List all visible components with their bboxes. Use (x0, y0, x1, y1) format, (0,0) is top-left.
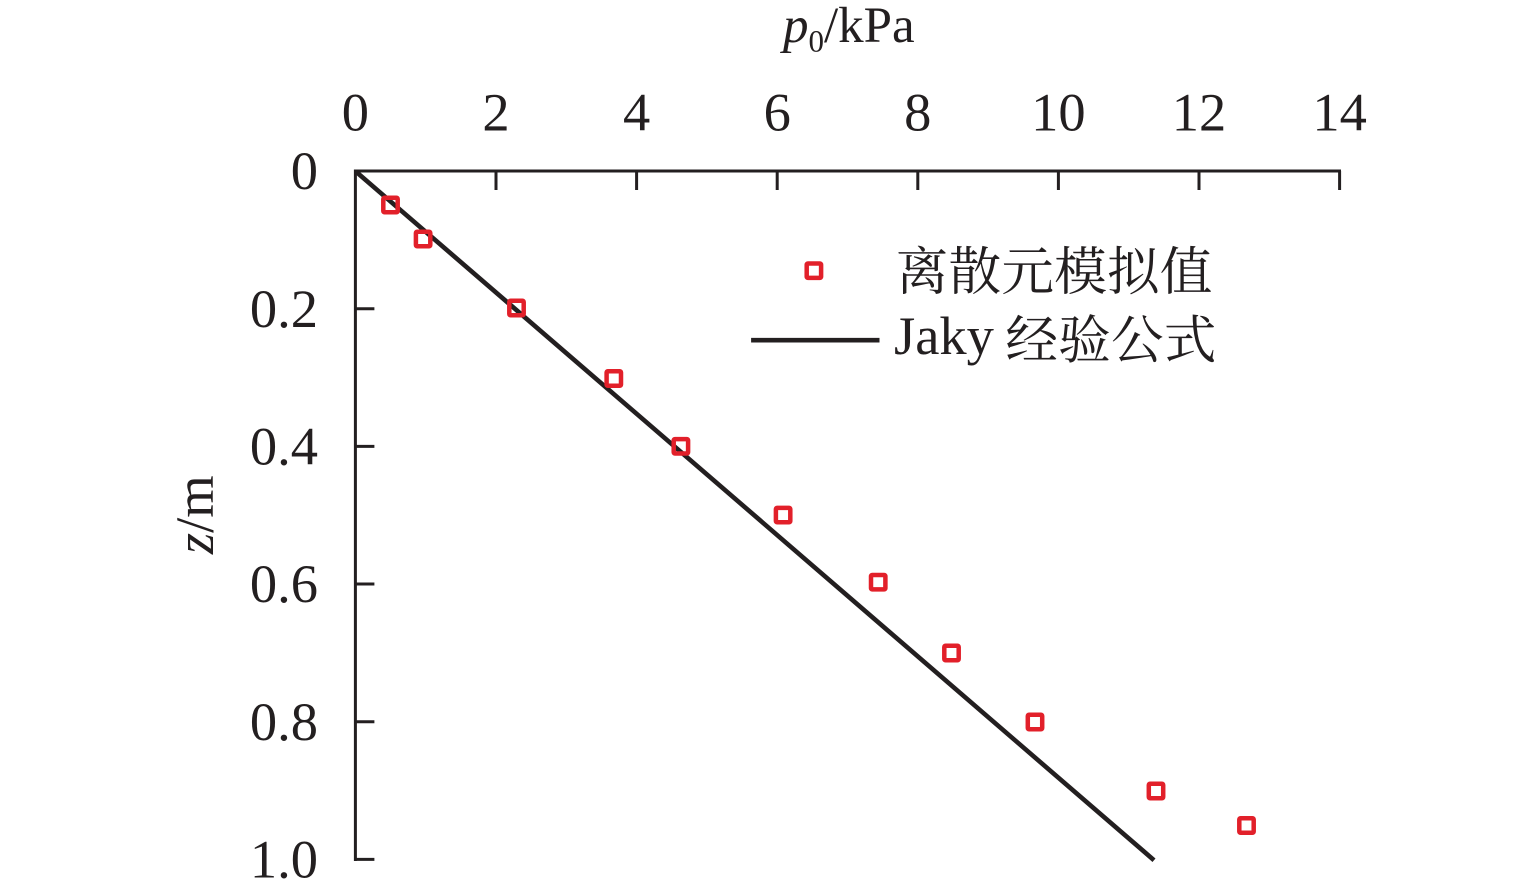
svg-text:14: 14 (1312, 82, 1367, 143)
svg-text:10: 10 (1031, 82, 1086, 143)
svg-text:Jaky: Jaky (894, 305, 995, 366)
svg-text:p: p (780, 0, 809, 54)
svg-text:2: 2 (482, 82, 509, 143)
svg-text:z/m: z/m (164, 475, 225, 555)
svg-text:1.0: 1.0 (250, 829, 318, 890)
svg-text:8: 8 (904, 82, 931, 143)
svg-text:0.8: 0.8 (250, 691, 318, 752)
svg-text:12: 12 (1172, 82, 1227, 143)
svg-text:4: 4 (623, 82, 650, 143)
svg-text:0: 0 (291, 140, 318, 201)
svg-text:/kPa: /kPa (824, 0, 915, 54)
svg-text:6: 6 (764, 82, 791, 143)
svg-text:0.6: 0.6 (250, 553, 318, 614)
svg-text:0.4: 0.4 (250, 416, 318, 477)
svg-text:0.2: 0.2 (250, 278, 318, 339)
svg-text:0: 0 (342, 82, 369, 143)
